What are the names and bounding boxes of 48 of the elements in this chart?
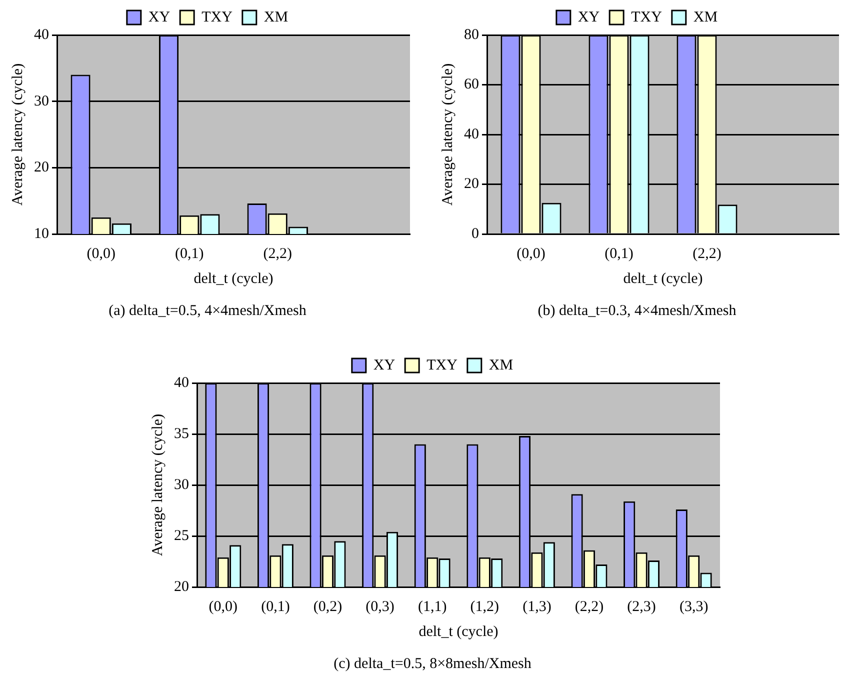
x-tick-label: (1,3) [522, 598, 552, 615]
legend-label: XM [488, 357, 514, 374]
x-tick-label: (1,2) [470, 598, 500, 615]
x-tick-label: (0,2) [313, 598, 342, 615]
legend-label: XY [373, 357, 396, 374]
text: (b) delta_t=0.3, 4×4mesh/Xmesh [538, 302, 737, 319]
text: (a) delta_t=0.5, 4×4mesh/Xmesh [108, 302, 307, 319]
x-axis-title: delt_t (cycle) [194, 270, 274, 287]
x-tick-label: (3,3) [679, 598, 708, 615]
y-axis-title: Average latency (cycle) [440, 63, 456, 206]
y-tick-label: 40 [34, 26, 49, 43]
x-tick-label: (0,1) [261, 598, 290, 615]
text: (c) delta_t=0.5, 8×8mesh/Xmesh [334, 656, 532, 672]
x-axis-title: delt_t (cycle) [623, 270, 703, 287]
x-tick-label: (1,1) [418, 598, 447, 615]
y-tick-label: 0 [472, 226, 479, 242]
y-tick-label: 40 [174, 374, 189, 391]
x-axis-title: delt_t (cycle) [418, 624, 498, 640]
x-tick-label: (0,1) [175, 246, 204, 262]
x-tick-label: (0,3) [366, 598, 394, 615]
x-tick-label: (2,2) [263, 246, 292, 262]
y-tick-label: 20 [464, 176, 479, 192]
y-tick-label: 10 [34, 226, 49, 242]
y-tick-label: 35 [174, 426, 189, 442]
x-tick-label: (0,0) [86, 246, 116, 262]
legend-label: XM [693, 9, 718, 26]
legend-label: TXY [631, 9, 662, 26]
y-tick-label: 30 [34, 93, 49, 110]
x-tick-label: (2,3) [627, 598, 656, 615]
legend-label: XY [148, 9, 170, 26]
y-tick-label: 60 [464, 76, 479, 93]
y-tick-label: 20 [174, 578, 189, 595]
x-tick-label: (2,2) [692, 246, 722, 262]
y-axis-title: Average latency (cycle) [150, 414, 166, 556]
legend-label: XM [264, 9, 288, 26]
legend-label: TXY [426, 357, 458, 374]
legend-label: XY [578, 9, 600, 26]
x-tick-label: (0,1) [604, 246, 634, 262]
x-tick-label: (0,0) [516, 246, 546, 262]
y-tick-label: 20 [34, 160, 49, 176]
y-tick-label: 30 [174, 476, 189, 493]
y-tick-label: 25 [174, 528, 189, 544]
x-tick-label: (2,2) [574, 598, 604, 615]
x-tick-label: (0,0) [208, 598, 238, 615]
y-axis-title: Average latency (cycle) [10, 63, 26, 206]
legend-label: TXY [202, 9, 233, 26]
y-tick-label: 40 [464, 126, 479, 142]
y-tick-label: 80 [464, 26, 479, 43]
